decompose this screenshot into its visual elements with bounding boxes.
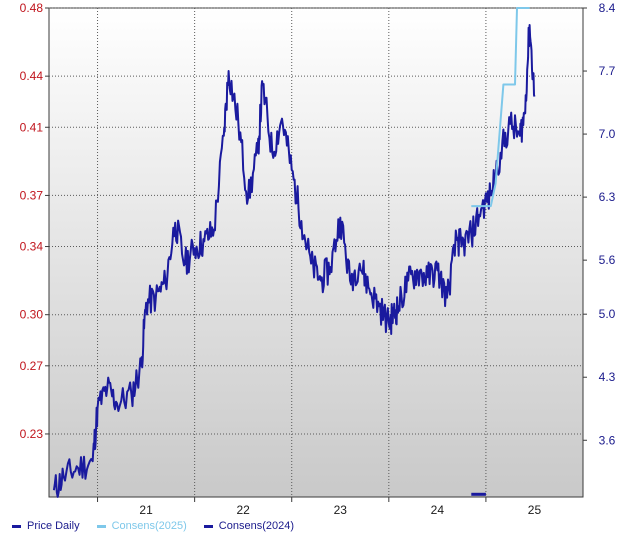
- x-tick-label: 22: [237, 503, 251, 517]
- series-lines: [52, 7, 536, 498]
- x-tick-label: 25: [528, 503, 542, 517]
- series-line-consens-2025: [471, 7, 530, 208]
- y-left-tick-label: 0.30: [20, 308, 44, 322]
- y-right-tick-label: 7.0: [599, 127, 616, 141]
- y-right-tick-label: 5.0: [599, 307, 616, 321]
- x-tick-label: 21: [139, 503, 153, 517]
- y-left-tick-label: 0.34: [20, 240, 44, 254]
- y-left-tick-label: 0.48: [20, 1, 44, 15]
- legend-label-consens-2025: Consens(2025): [111, 520, 187, 532]
- series-line-price-daily: [52, 24, 536, 498]
- legend-item-consens-2025: Consens(2025): [96, 520, 187, 532]
- legend-swatch-price-daily: [12, 524, 21, 528]
- x-tick-label: 23: [334, 503, 348, 517]
- y-right-tick-label: 6.3: [599, 190, 616, 204]
- y-right-tick-label: 7.7: [599, 64, 616, 78]
- grid-lines: [49, 7, 583, 497]
- legend-swatch-consens-2025: [96, 524, 106, 528]
- x-axis: 21 22 23 24 25: [97, 497, 542, 517]
- x-tick-label: 24: [431, 503, 445, 517]
- legend: Price Daily Consens(2025) Consens(2024): [12, 518, 311, 534]
- y-right-tick-label: 8.4: [599, 1, 616, 15]
- y-right-tick-label: 3.6: [599, 433, 616, 447]
- y-axis-left: 0.48 0.44 0.41 0.37 0.34 0.30 0.27 0.23: [20, 1, 49, 441]
- y-axis-right: 8.4 7.7 7.0 6.3 5.6 5.0 4.3 3.6: [583, 1, 616, 447]
- y-left-tick-label: 0.44: [20, 69, 44, 83]
- y-left-tick-label: 0.23: [20, 427, 44, 441]
- legend-label-consens-2024: Consens(2024): [218, 520, 295, 532]
- y-right-tick-label: 4.3: [599, 370, 616, 384]
- legend-item-consens-2024: Consens(2024): [203, 520, 295, 532]
- y-left-tick-label: 0.37: [20, 188, 44, 202]
- y-right-tick-label: 5.6: [599, 253, 616, 267]
- y-left-tick-label: 0.41: [20, 120, 44, 134]
- legend-swatch-consens-2024: [203, 524, 213, 528]
- legend-label-price-daily: Price Daily: [27, 520, 80, 532]
- legend-item-price-daily: Price Daily: [12, 520, 80, 532]
- y-left-tick-label: 0.27: [20, 359, 44, 373]
- plot-area: [48, 7, 584, 498]
